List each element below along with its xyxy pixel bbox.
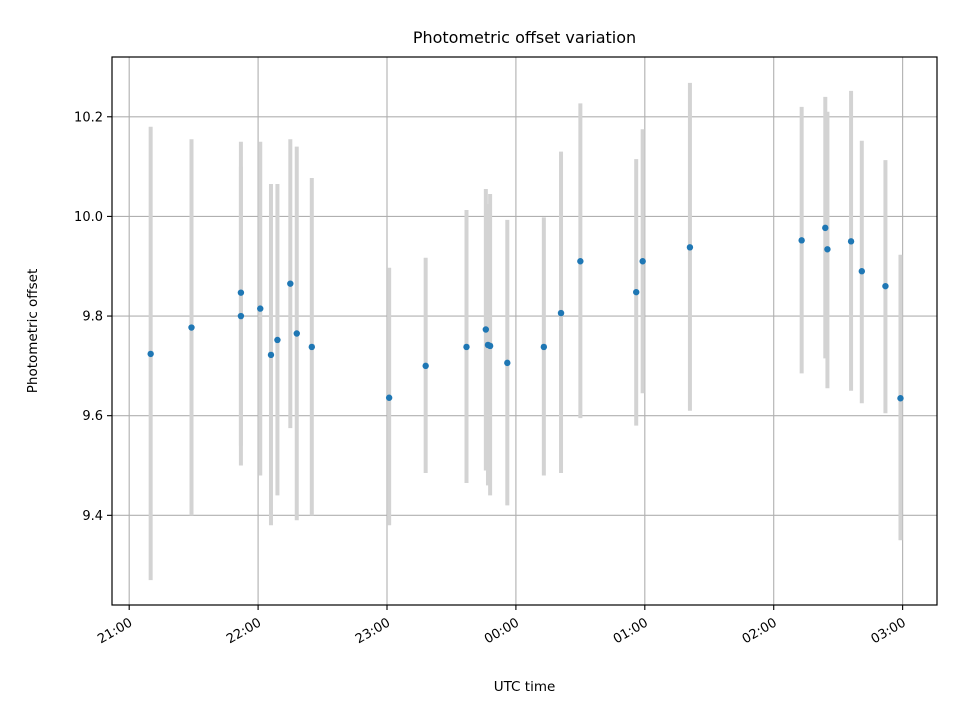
data-point [577,258,584,265]
plot-frame [111,56,938,606]
data-point [287,280,294,287]
data-point [882,282,889,290]
data-point [798,237,805,244]
y-tick-label: 9.4 [82,509,103,524]
data-point [824,246,831,253]
data-point [267,351,275,359]
data-point [486,342,494,350]
data-point [557,309,565,317]
y-tick-label: 9.6 [82,409,103,424]
data-point [686,244,694,251]
data-point [633,288,640,296]
data-point [540,343,548,351]
data-point [293,330,300,337]
data-point [385,394,393,401]
chart-title: Photometric offset variation [413,28,636,47]
data-point [237,289,245,296]
data-point [188,324,195,331]
data-point [237,312,245,320]
data-point [482,326,490,333]
grid [112,57,937,605]
data-point [422,362,429,370]
data-point [504,359,511,367]
data-point [308,343,316,351]
data-point [897,395,904,402]
data-point [257,305,264,312]
data-point [274,336,281,344]
y-tick-label: 10.0 [74,210,103,225]
data-point [147,350,154,358]
data-points [147,224,904,402]
data-point [463,343,470,351]
y-tick-label: 10.2 [74,110,103,125]
y-tick-label: 9.8 [82,310,103,325]
x-axis-label: UTC time [494,679,556,695]
data-point [858,268,866,275]
y-axis-ticks: 9.4 9.6 9.8 10.0 10.2 [74,110,112,524]
data-point [639,258,646,265]
data-point [847,238,855,245]
y-axis-label: Photometric offset [25,269,41,393]
data-point [822,224,829,232]
